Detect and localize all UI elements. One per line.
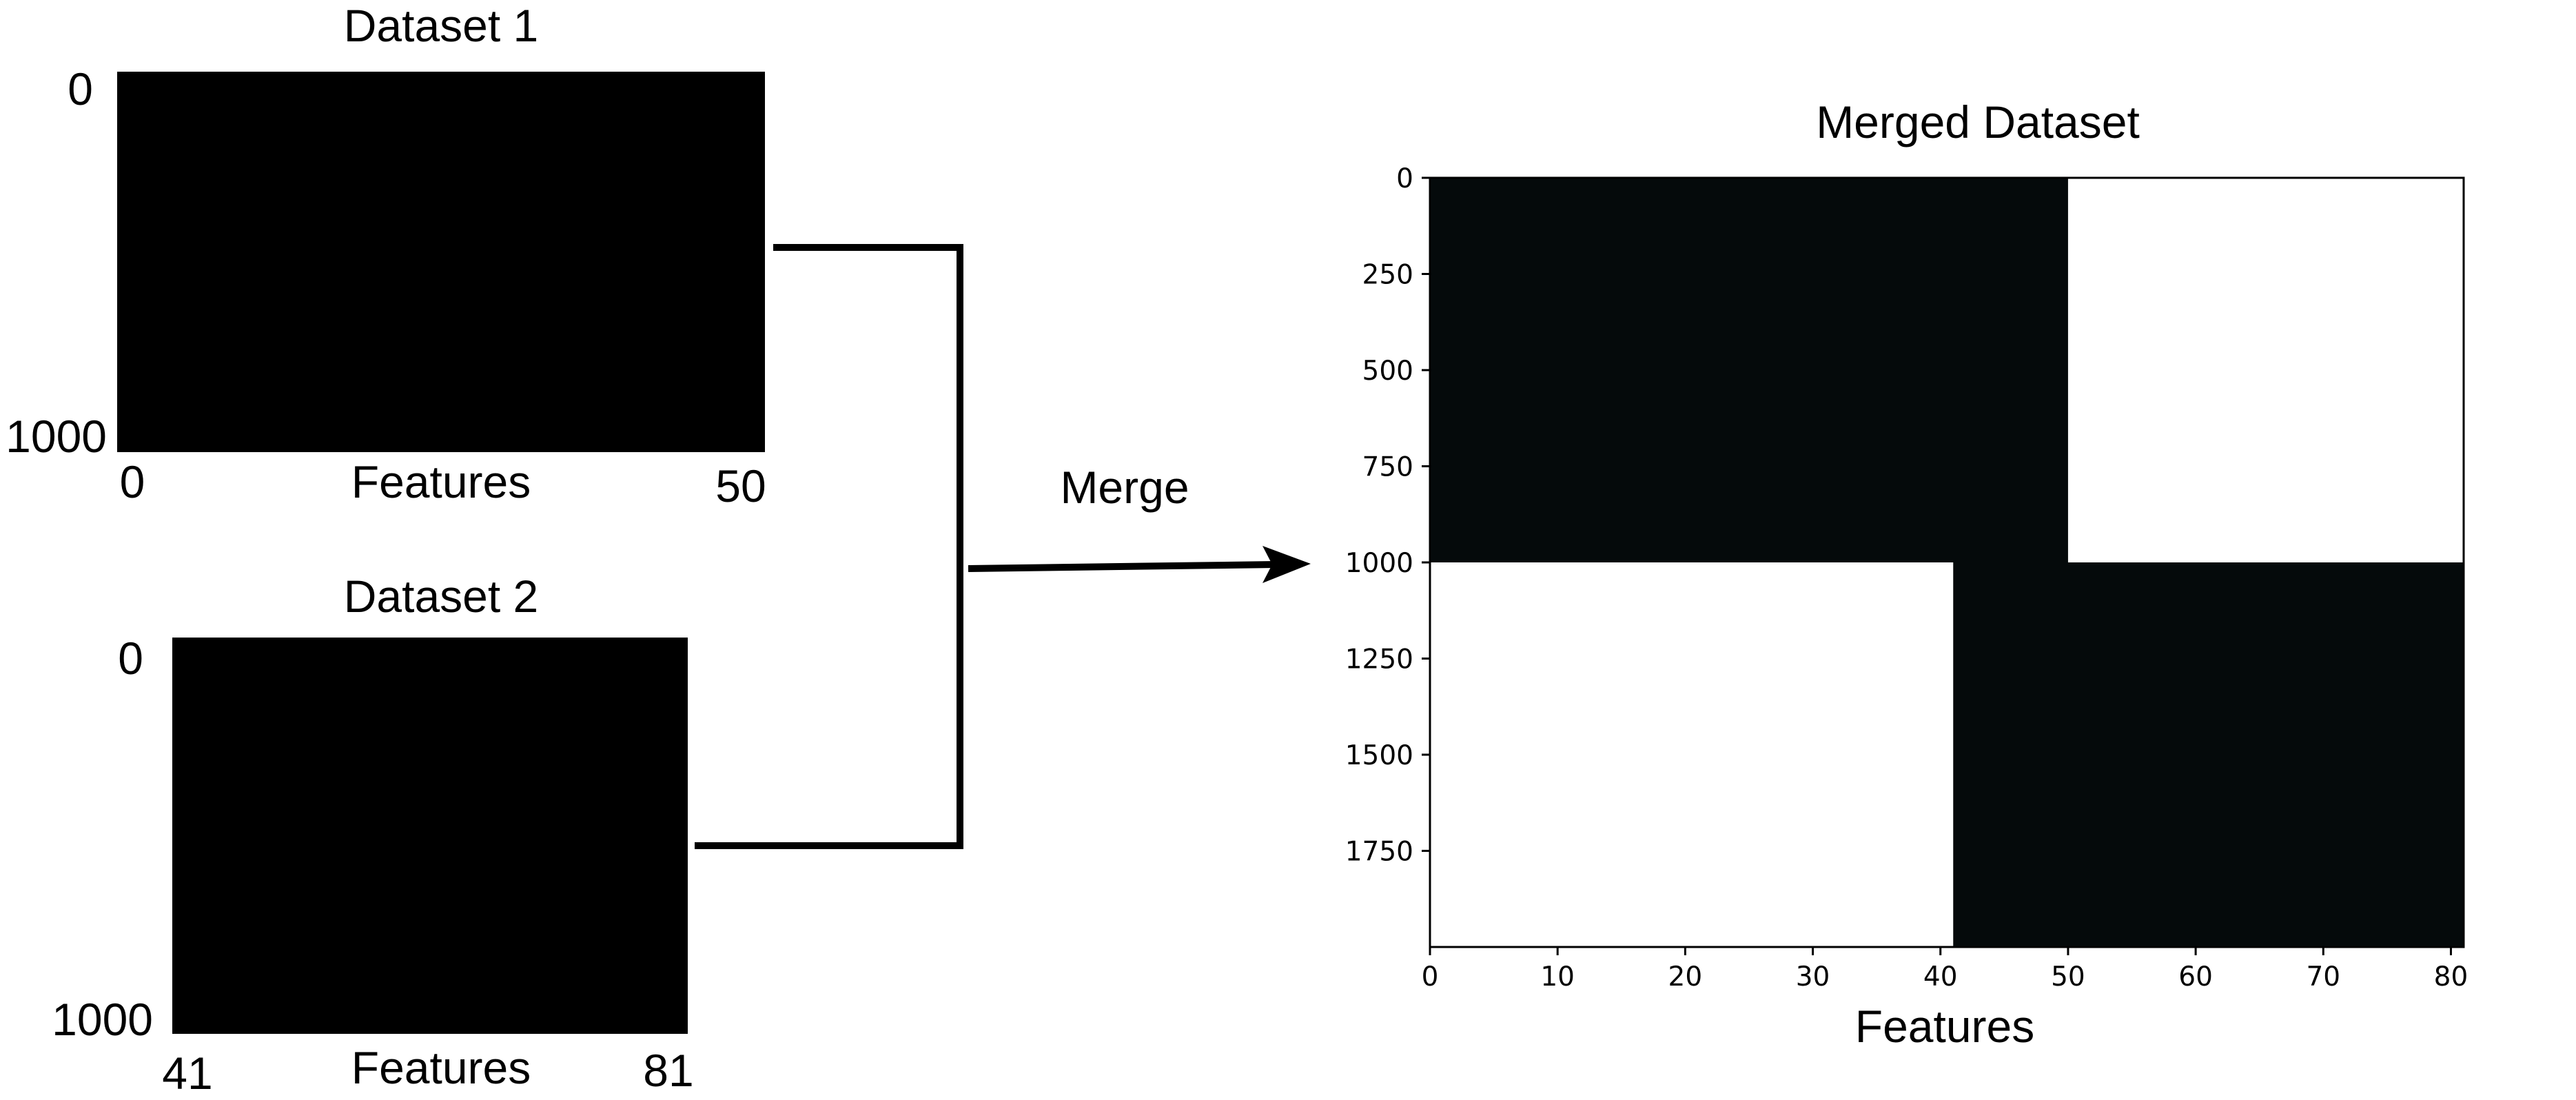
x-tick-label: 30: [1796, 961, 1830, 992]
merge-arrow-head: [1263, 546, 1311, 583]
dataset-1-title: Dataset 1: [344, 0, 539, 51]
dataset-1-col-end: 50: [715, 460, 766, 511]
x-tick-label: 50: [2051, 961, 2085, 992]
dataset-2-col-end: 81: [643, 1045, 693, 1096]
dataset-1-matrix: [117, 72, 765, 452]
y-tick-label: 1000: [1345, 548, 1413, 579]
dataset-2-row-start: 0: [118, 633, 143, 684]
y-tick-label: 0: [1396, 163, 1413, 194]
y-tick-label: 500: [1362, 356, 1413, 387]
x-tick-label: 80: [2434, 961, 2468, 992]
y-tick-label: 1250: [1345, 644, 1413, 675]
y-tick-label: 750: [1362, 452, 1413, 483]
dataset-2-row-end: 1000: [52, 994, 153, 1045]
merge-connector: [695, 244, 1276, 849]
dataset-2-col-start: 41: [162, 1048, 212, 1099]
x-tick-label: 40: [1923, 961, 1958, 992]
y-tick-label: 1750: [1345, 837, 1413, 868]
x-tick-label: 10: [1540, 961, 1575, 992]
dataset-1-col-start: 0: [120, 456, 145, 507]
merged-plot: Merged Dataset 0250500750100012501500175…: [1345, 96, 2468, 1052]
merged-blocks: [1430, 178, 2464, 947]
dataset-1-xlabel: Features: [351, 456, 531, 507]
merge-arrow-shaft: [968, 561, 1276, 572]
x-tick-label: 0: [1422, 961, 1439, 992]
dataset-2-xlabel: Features: [351, 1042, 531, 1093]
y-tick-label: 1500: [1345, 740, 1413, 771]
dataset-1-row-end: 1000: [6, 411, 107, 462]
merged-xlabel: Features: [1855, 1001, 2034, 1052]
dataset-2-panel: Dataset 2 0 1000 41 Features 81: [52, 571, 694, 1099]
dataset-1-row-start: 0: [68, 63, 93, 114]
dataset-1-block: [1430, 178, 2068, 562]
dataset-2-block: [1953, 562, 2464, 947]
merged-y-axis: 0 250 500 750 1000 1250 1500 1750: [1345, 163, 1430, 868]
merged-x-axis: 0 10 20 30 40 50 60 70 80: [1422, 947, 2468, 992]
dataset-2-title: Dataset 2: [344, 571, 539, 622]
dataset-2-matrix: [172, 638, 688, 1034]
x-tick-label: 60: [2178, 961, 2213, 992]
x-tick-label: 20: [1668, 961, 1703, 992]
merged-title: Merged Dataset: [1816, 96, 2140, 147]
merge-label: Merge: [1060, 462, 1189, 513]
dataset-1-panel: Dataset 1 0 1000 0 Features 50: [6, 0, 766, 511]
y-tick-label: 250: [1362, 260, 1413, 291]
x-tick-label: 70: [2306, 961, 2340, 992]
